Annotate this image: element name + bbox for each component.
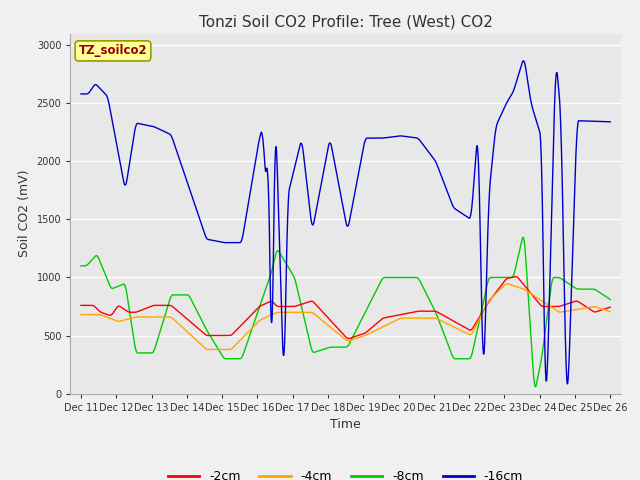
Legend: -2cm, -4cm, -8cm, -16cm: -2cm, -4cm, -8cm, -16cm [163,465,528,480]
Y-axis label: Soil CO2 (mV): Soil CO2 (mV) [18,170,31,257]
Title: Tonzi Soil CO2 Profile: Tree (West) CO2: Tonzi Soil CO2 Profile: Tree (West) CO2 [198,15,493,30]
Text: TZ_soilco2: TZ_soilco2 [79,44,147,58]
X-axis label: Time: Time [330,418,361,431]
